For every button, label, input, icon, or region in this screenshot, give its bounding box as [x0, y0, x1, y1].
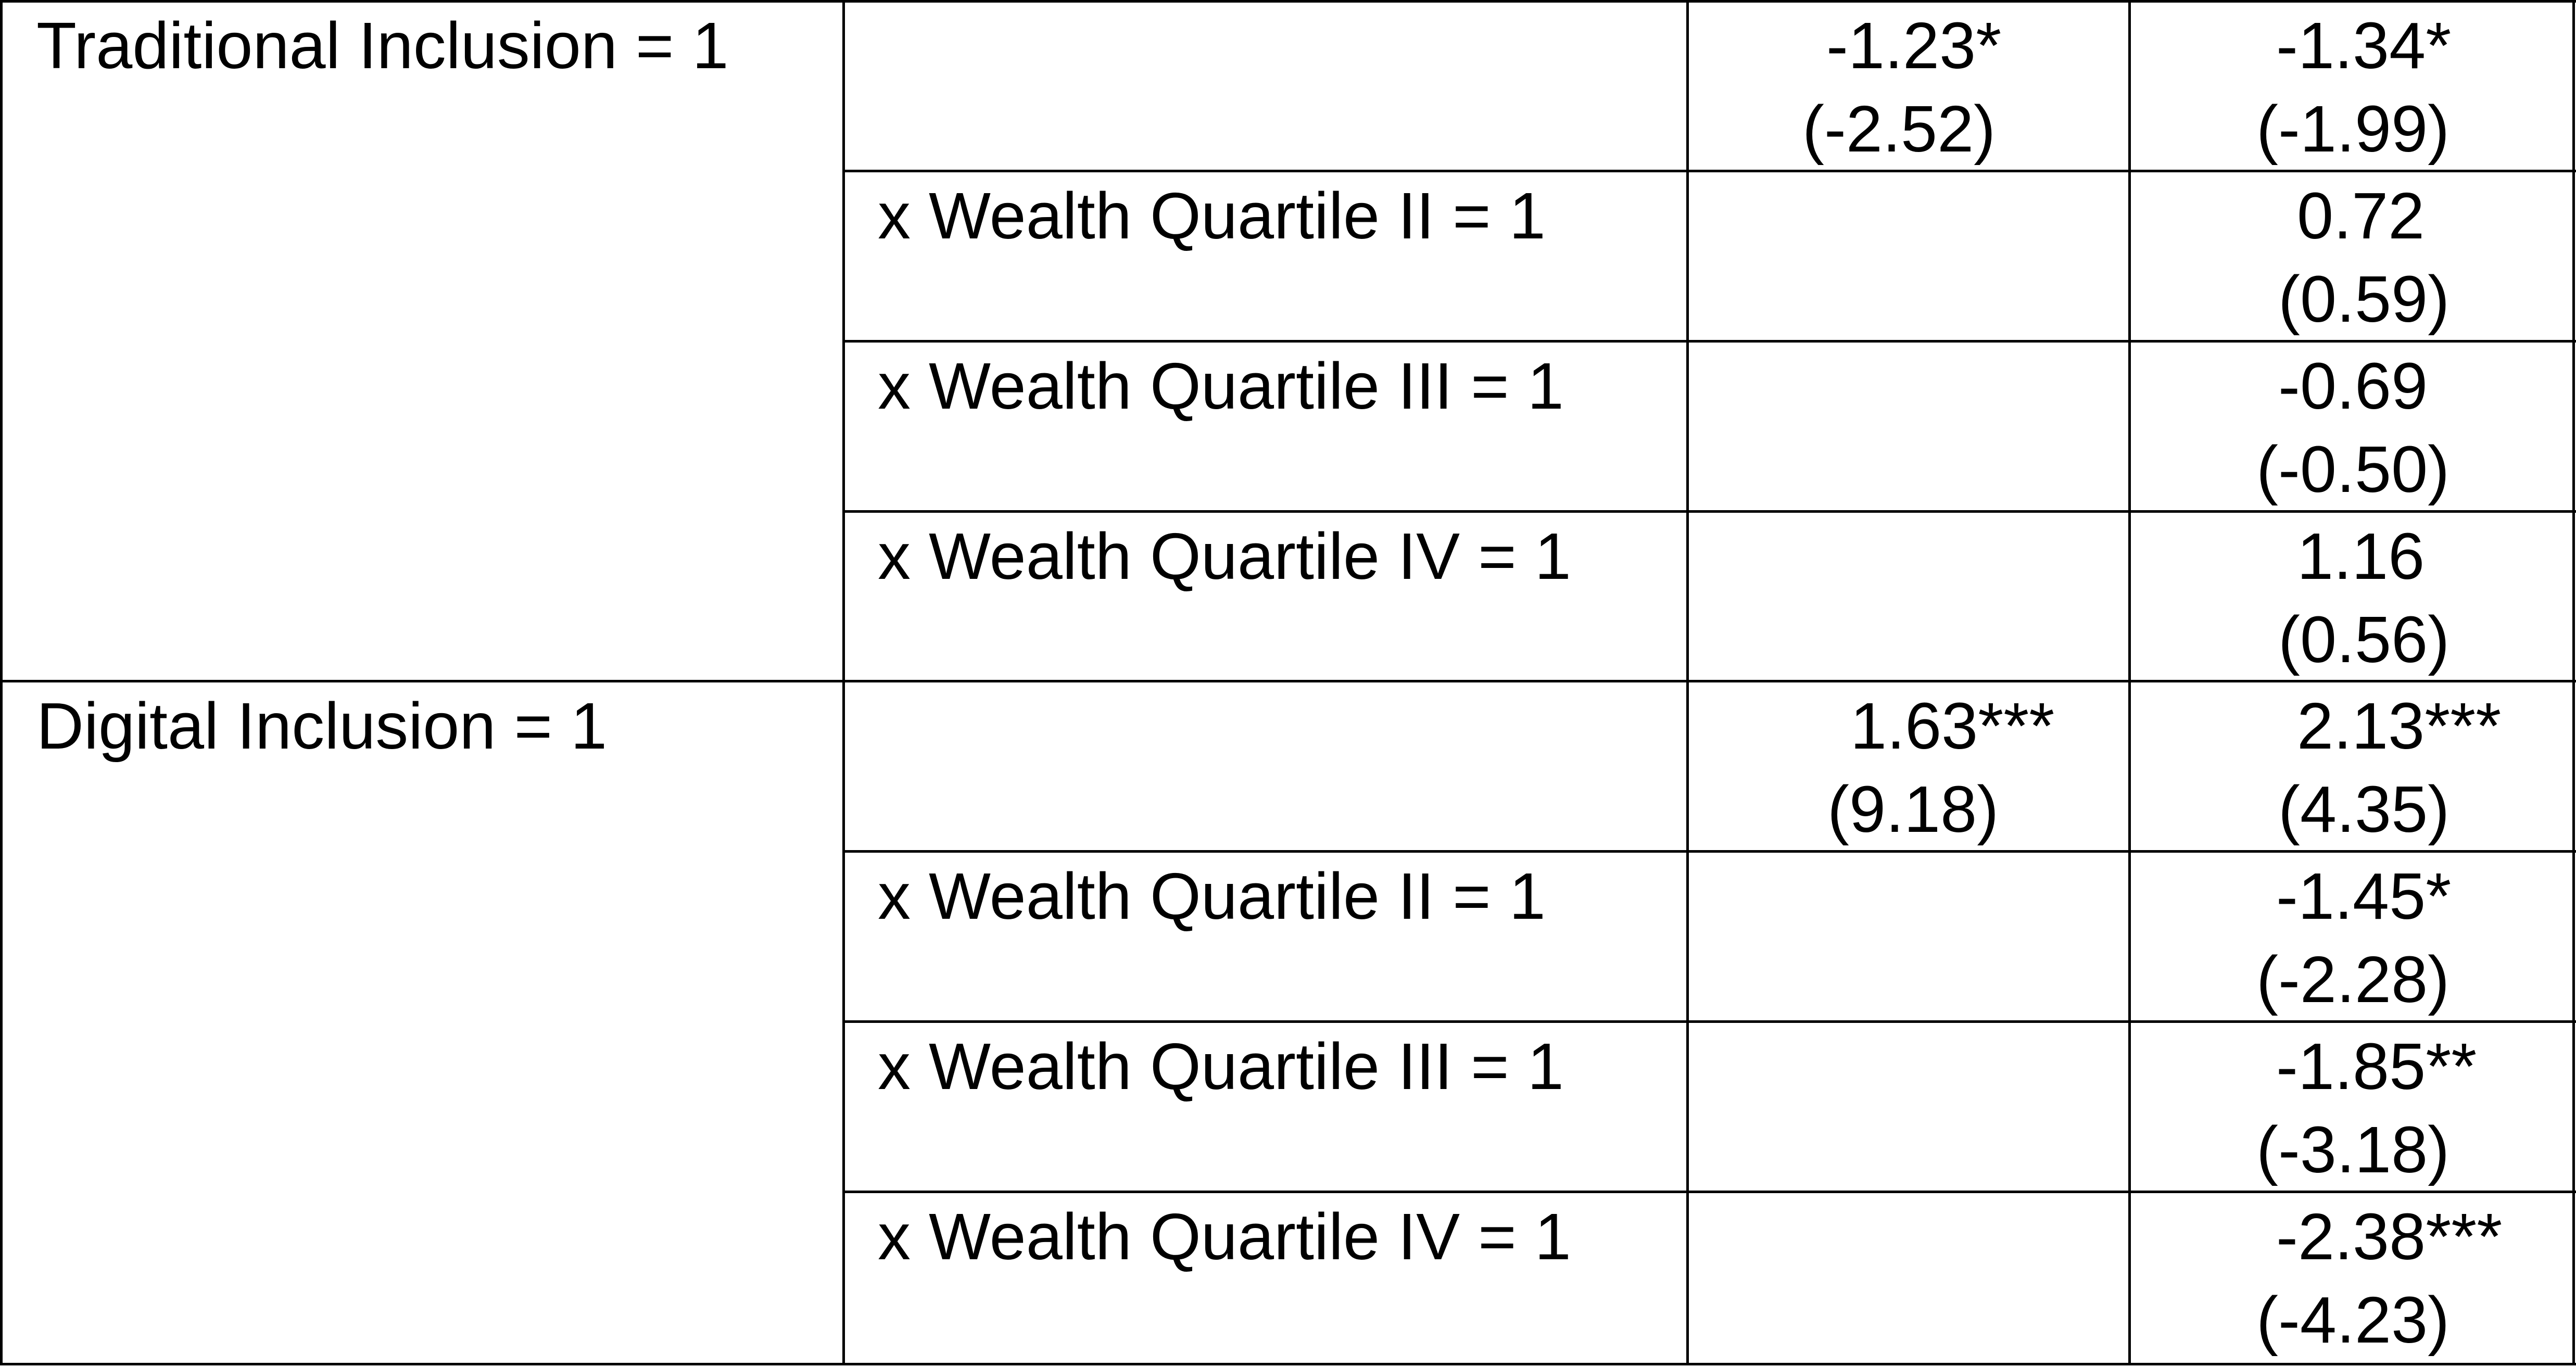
column-divider-2	[1686, 0, 1689, 1365]
coefficient-value: -1.34*	[2276, 9, 2452, 82]
coefficient-value: -0.69	[2278, 349, 2428, 423]
coefficient-value: -1.23*	[1826, 9, 2002, 82]
interaction-label: x Wealth Quartile III = 1	[878, 349, 1564, 423]
coefficient-value: 2.13***	[2297, 689, 2502, 763]
row-divider	[842, 510, 2576, 513]
row-divider	[842, 340, 2576, 343]
t-statistic-value: (-2.52)	[1802, 92, 1996, 166]
column-divider-1	[842, 0, 845, 1365]
row-divider	[842, 1191, 2576, 1193]
t-statistic-value: (-3.18)	[2256, 1113, 2450, 1186]
group-divider	[0, 680, 2576, 682]
coefficient-value: -1.85**	[2276, 1030, 2477, 1103]
group-label-traditional-inclusion: Traditional Inclusion = 1	[36, 9, 729, 82]
t-statistic-value: (0.56)	[2278, 603, 2450, 676]
table-border-bottom	[0, 1363, 2576, 1365]
interaction-label: x Wealth Quartile IV = 1	[878, 1200, 1571, 1273]
t-statistic-value: (-0.50)	[2256, 433, 2450, 506]
table-border-top	[0, 0, 2576, 3]
table-border-right	[2572, 0, 2575, 1365]
coefficient-value: 1.63***	[1850, 689, 2055, 763]
t-statistic-value: (0.59)	[2278, 262, 2450, 336]
coefficient-value: -2.38***	[2276, 1200, 2503, 1273]
row-divider	[842, 850, 2576, 853]
row-divider	[842, 170, 2576, 172]
t-statistic-value: (-2.28)	[2256, 943, 2450, 1016]
interaction-label: x Wealth Quartile II = 1	[878, 179, 1546, 252]
t-statistic-value: (-1.99)	[2256, 92, 2450, 166]
coefficient-value: 1.16	[2297, 520, 2425, 593]
table-border-left	[0, 0, 3, 1365]
row-divider	[842, 1020, 2576, 1023]
column-divider-3	[2128, 0, 2131, 1365]
t-statistic-value: (9.18)	[1827, 773, 1999, 846]
interaction-label: x Wealth Quartile IV = 1	[878, 520, 1571, 593]
t-statistic-value: (4.35)	[2278, 773, 2450, 846]
interaction-label: x Wealth Quartile III = 1	[878, 1030, 1564, 1103]
coefficient-value: -1.45*	[2276, 859, 2452, 933]
coefficient-value: 0.72	[2297, 179, 2425, 252]
t-statistic-value: (-4.23)	[2256, 1283, 2450, 1357]
group-label-digital-inclusion: Digital Inclusion = 1	[36, 689, 608, 763]
interaction-label: x Wealth Quartile II = 1	[878, 859, 1546, 933]
